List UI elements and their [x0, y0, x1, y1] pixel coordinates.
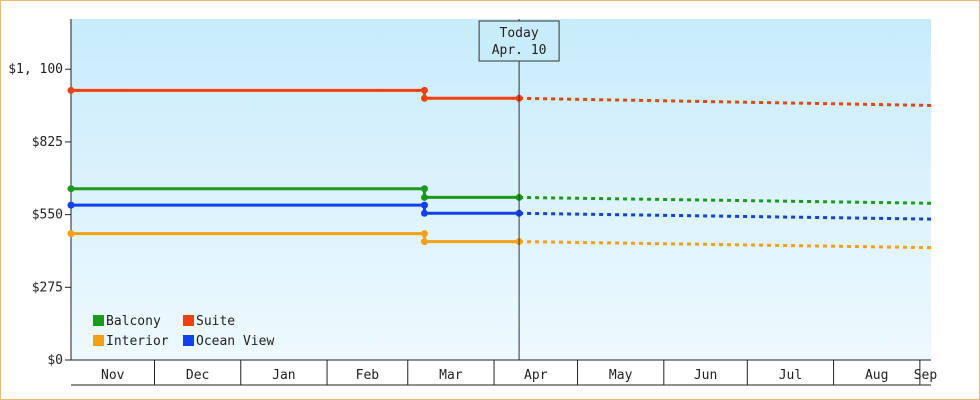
legend-swatch: [93, 335, 104, 346]
data-point: [67, 86, 75, 94]
data-point: [420, 193, 428, 201]
y-tick-label: $550: [32, 208, 63, 223]
legend-label: Suite: [196, 314, 235, 329]
data-point: [420, 86, 428, 94]
history-line: [71, 203, 520, 215]
x-axis: Nov Dec Jan Feb Mar Apr May Jun Jul Aug Sep: [71, 359, 938, 386]
y-tick-label: $275: [32, 280, 63, 295]
series-layer: [67, 86, 932, 250]
today-date: Apr. 10: [492, 43, 547, 58]
month-label: Apr: [524, 368, 548, 383]
month-label: Mar: [439, 368, 463, 383]
data-point: [420, 238, 428, 246]
today-label: Today: [500, 26, 539, 41]
data-point: [67, 230, 75, 238]
data-point: [420, 185, 428, 193]
y-tick-label: $825: [32, 135, 63, 150]
legend-swatch: [183, 335, 194, 346]
y-tick-label: $0: [47, 353, 63, 368]
history-line: [71, 232, 520, 244]
legend-label: Balcony: [106, 314, 161, 329]
data-point: [420, 201, 428, 209]
y-tick-label: $1, 100: [8, 62, 63, 77]
legend-swatch: [93, 315, 104, 326]
legend-item: Interior: [93, 334, 169, 349]
month-label: Dec: [186, 368, 209, 383]
data-point: [420, 94, 428, 102]
history-line: [71, 88, 520, 100]
data-point: [67, 185, 75, 193]
y-axis: $0 $275 $550 $825 $1, 100: [8, 19, 72, 368]
data-point: [67, 201, 75, 209]
legend: Balcony Suite Interior Ocean View: [93, 314, 274, 349]
history-line: [71, 187, 520, 199]
month-label: Jun: [694, 368, 717, 383]
legend-item: Suite: [183, 314, 235, 329]
legend-label: Ocean View: [196, 334, 274, 349]
data-point: [420, 230, 428, 238]
series-ocean-view: [67, 201, 932, 221]
series-balcony: [67, 185, 932, 205]
today-marker: Today Apr. 10: [478, 19, 560, 360]
month-label: Sep: [914, 368, 938, 383]
today-box: [478, 20, 560, 62]
month-label: Nov: [101, 368, 125, 383]
month-label: Aug: [865, 368, 888, 383]
month-label: Jul: [779, 368, 802, 383]
legend-swatch: [183, 315, 194, 326]
legend-label: Interior: [106, 334, 169, 349]
month-label: Feb: [356, 368, 380, 383]
month-label: Jan: [272, 368, 295, 383]
legend-item: Ocean View: [183, 334, 274, 349]
data-point: [420, 209, 428, 217]
series-interior: [67, 230, 932, 250]
month-label: May: [609, 368, 633, 383]
legend-item: Balcony: [93, 314, 161, 329]
